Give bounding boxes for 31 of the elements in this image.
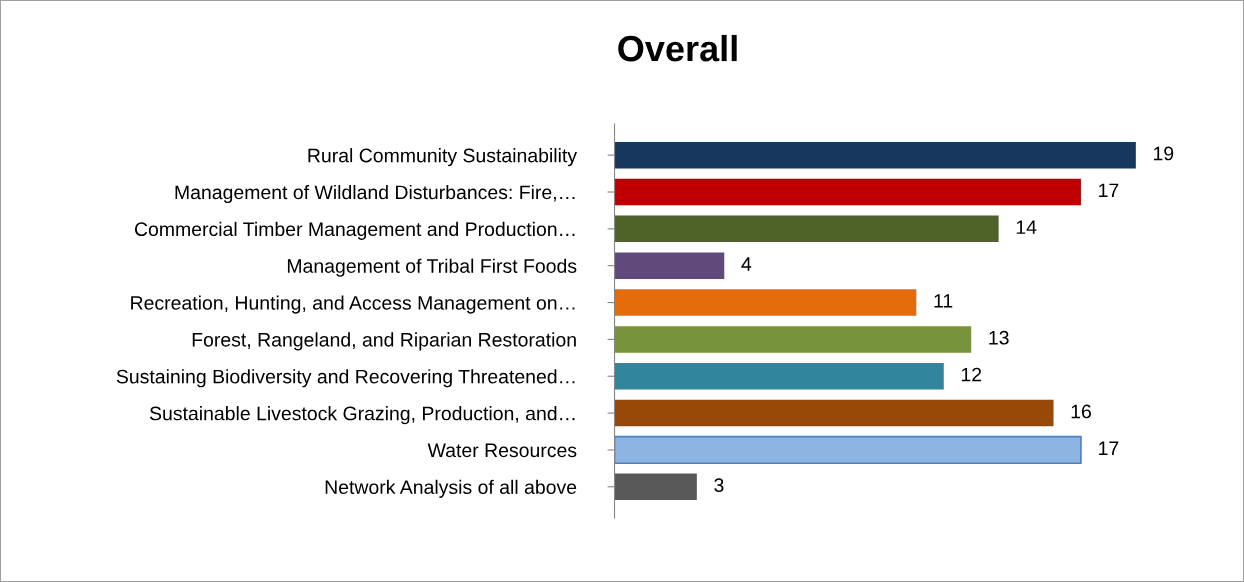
bar [614, 178, 1081, 206]
y-tick-label: Management of Tribal First Foods [287, 258, 577, 277]
chart-title: Overall [618, 34, 737, 62]
bar [614, 326, 972, 353]
bar [614, 289, 917, 316]
data-label: 16 [1071, 404, 1091, 419]
y-tick-label: Management of Wildland Disturbances: Fire,… [175, 184, 575, 204]
data-label: 14 [1016, 220, 1037, 234]
bar [614, 435, 1082, 465]
y-tick-label: Network Analysis of all above [325, 479, 577, 498]
data-label: 19 [1153, 146, 1174, 161]
y-tick-label: Sustainable Livestock Grazing, Production, and… [149, 406, 575, 425]
bar [614, 399, 1054, 427]
data-label: 4 [741, 257, 752, 271]
data-label: 12 [961, 367, 982, 382]
data-label: 17 [1099, 441, 1119, 455]
bar [614, 362, 944, 390]
y-tick-label: Forest, Rangeland, and Riparian Restoration [192, 332, 576, 351]
y-tick-label: Water Resources [427, 443, 577, 458]
bar [614, 252, 725, 279]
data-label: 11 [934, 294, 953, 308]
data-label: 17 [1099, 183, 1119, 198]
data-label: 3 [714, 478, 724, 493]
bar [614, 141, 1136, 169]
bar [614, 473, 697, 501]
y-tick-label: Sustaining Biodiversity and Recovering Threatened… [116, 369, 575, 388]
y-tick-label: Rural Community Sustainability [308, 148, 578, 167]
data-label: 13 [989, 330, 1009, 345]
y-tick-label: Commercial Timber Management and Production… [134, 221, 575, 240]
y-tick-label: Recreation, Hunting, and Access Management on… [131, 295, 575, 314]
bar [614, 215, 999, 243]
